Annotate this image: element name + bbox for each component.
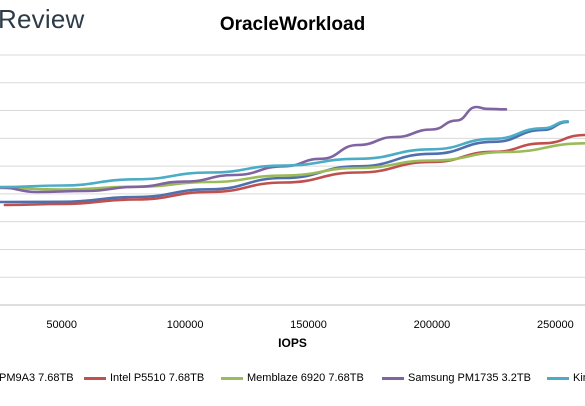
brand-logo-text: Review bbox=[0, 4, 85, 34]
legend-label: Samsung PM1735 3.2TB bbox=[408, 372, 531, 384]
legend-item-kingston: Kingston DC1500M 7.68TB bbox=[547, 372, 585, 384]
x-tick-label: 50000 bbox=[46, 319, 77, 331]
legend-swatch bbox=[84, 376, 106, 380]
legend-item-intel-p5510: Intel P5510 7.68TB bbox=[84, 372, 204, 384]
legend-swatch bbox=[547, 376, 569, 380]
legend-swatch bbox=[382, 376, 404, 380]
x-axis-ticks: 50000 100000 150000 200000 250000 bbox=[46, 319, 573, 331]
series-line-intel-p5510-7-68tb bbox=[3, 133, 585, 207]
series-line-samsung-pm1735-3-2tb bbox=[0, 105, 508, 194]
legend: PM9A3 7.68TB Intel P5510 7.68TB Memblaze… bbox=[0, 372, 585, 388]
legend-label: PM9A3 7.68TB bbox=[0, 372, 74, 384]
x-tick-label: 200000 bbox=[414, 319, 451, 331]
x-tick-label: 150000 bbox=[290, 319, 327, 331]
x-axis-label: IOPS bbox=[278, 336, 307, 350]
legend-label: Intel P5510 7.68TB bbox=[110, 372, 205, 384]
legend-item-pm9a3: PM9A3 7.68TB bbox=[0, 372, 74, 384]
x-tick-label: 250000 bbox=[537, 319, 574, 331]
series-lines bbox=[0, 105, 585, 207]
legend-item-memblaze-6920: Memblaze 6920 7.68TB bbox=[221, 372, 364, 384]
grid-lines bbox=[0, 54, 585, 306]
legend-label: Memblaze 6920 7.68TB bbox=[247, 372, 364, 384]
legend-item-samsung-pm1735: Samsung PM1735 3.2TB bbox=[382, 372, 531, 384]
chart-title: OracleWorkload bbox=[219, 14, 366, 35]
legend-swatch bbox=[221, 376, 243, 380]
legend-label: Kingston DC1500M 7.68TB bbox=[573, 372, 585, 384]
series-line-kingston-dc1500m-7-68tb bbox=[0, 120, 569, 189]
series-line-memblaze-6920-7-68tb bbox=[0, 142, 585, 191]
x-tick-label: 100000 bbox=[167, 319, 204, 331]
